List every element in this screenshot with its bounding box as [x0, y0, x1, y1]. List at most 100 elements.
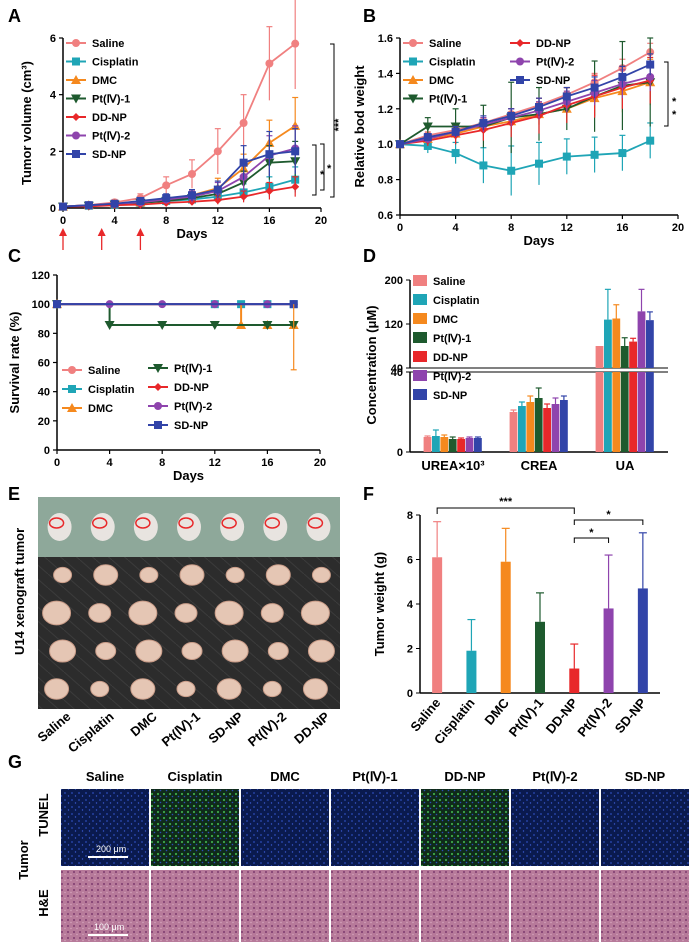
significance-bracket	[664, 61, 669, 127]
y-tick-label: 100	[32, 299, 50, 311]
data-point	[535, 103, 543, 112]
histology-tiles	[61, 789, 689, 942]
histology-column-labels: Saline Cisplatin DMC Pt(Ⅳ)-1 DD-NP Pt(Ⅳ)-2 SD-…	[86, 769, 666, 784]
data-point	[451, 149, 460, 158]
legend-marker	[516, 39, 524, 47]
y-tick-label: 120	[32, 270, 50, 282]
x-tick-label: 0	[397, 222, 403, 234]
legend-label-sd-np: SD-NP	[174, 420, 208, 432]
group-label-saline: Saline	[35, 709, 74, 745]
panel-letter-f: F	[363, 484, 374, 504]
series-line	[62, 160, 296, 208]
bar-dd-np	[569, 668, 580, 693]
x-tick-label: 12	[561, 222, 573, 234]
y-axis-title: Concentration (μM)	[364, 305, 379, 424]
data-point	[110, 199, 119, 208]
legend-label-ptiv-1: Pt(Ⅳ)-1	[174, 363, 212, 375]
legend-label-sd-np: SD-NP	[433, 390, 467, 402]
group-label-ptiv-2: Pt(Ⅳ)-2	[245, 709, 289, 750]
legend-marker	[72, 150, 80, 158]
legend-label-ptiv-2: Pt(Ⅳ)-2	[92, 131, 130, 143]
y-tick-label: 40	[38, 387, 50, 399]
he-image-cisplatin	[151, 870, 239, 942]
legend-marker	[154, 402, 162, 410]
legend-label-saline: Saline	[92, 38, 124, 50]
data-point	[422, 122, 433, 132]
bar-ptiv-1	[534, 398, 543, 452]
tumor-circle-marker	[135, 517, 151, 529]
legend-marker	[516, 76, 524, 84]
data-point	[265, 187, 274, 195]
column-label-dd-np: DD-NP	[444, 769, 485, 784]
tumor-circle-marker	[91, 517, 108, 529]
legend-label-dd-np: DD-NP	[174, 382, 209, 394]
legend-label-dd-np: DD-NP	[433, 352, 468, 364]
bar-lower-saline	[595, 372, 604, 452]
scale-bar-he-label: 100 μm	[94, 922, 124, 932]
data-point	[162, 194, 171, 203]
bar-sd-np	[646, 320, 654, 368]
he-image-dd-np	[421, 870, 509, 942]
dosing-arrowhead	[59, 228, 67, 236]
legend-marker	[67, 403, 77, 412]
bar-ptiv-1	[448, 439, 457, 452]
data-point	[209, 321, 220, 331]
he-image-saline	[61, 870, 149, 942]
legend-swatch-sd-np	[413, 389, 427, 400]
data-point	[535, 159, 543, 168]
bar-lower-dmc	[612, 372, 621, 452]
y-tick-label: 1.4	[378, 68, 394, 80]
tumor-specimen	[260, 603, 284, 623]
significance-star: *	[672, 96, 677, 108]
data-point	[239, 158, 248, 167]
bar-dd-np	[629, 341, 637, 368]
legend-label-saline: Saline	[429, 38, 461, 50]
data-point	[562, 92, 571, 101]
data-point	[213, 196, 222, 205]
y-tick-label: 40	[391, 367, 403, 379]
tumor-specimen	[174, 603, 198, 623]
legend-marker	[72, 57, 80, 66]
legend-label-ptiv-1: Pt(Ⅳ)-1	[92, 94, 130, 106]
legend-marker	[154, 383, 162, 391]
column-label-saline: Saline	[86, 769, 124, 784]
series-line	[399, 139, 651, 172]
tumor-specimen	[225, 566, 245, 584]
y-tick-label: 1.6	[378, 33, 393, 45]
significance-bracket	[320, 143, 325, 191]
tumor-specimen	[214, 600, 244, 626]
bar-dmc	[440, 437, 449, 452]
tumor-specimen	[176, 680, 196, 698]
category-label: SD-NP	[612, 695, 650, 736]
data-point	[265, 59, 274, 68]
data-point	[188, 170, 196, 178]
y-tick-label: 80	[38, 328, 50, 340]
tumor-specimen	[302, 678, 328, 700]
legend-marker	[408, 94, 418, 104]
x-tick-label: 4	[453, 222, 460, 234]
tumor-specimen	[307, 639, 335, 663]
tumor-circle-marker	[221, 517, 237, 529]
x-tick-label: 0	[54, 457, 60, 469]
data-point	[59, 202, 67, 211]
legend-label-dmc: DMC	[88, 403, 113, 415]
column-label-cisplatin: Cisplatin	[168, 769, 223, 784]
legend-marker	[72, 131, 80, 140]
legend-label-cisplatin: Cisplatin	[92, 57, 139, 69]
x-tick-label: 12	[209, 457, 221, 469]
significance-star: ***	[333, 118, 345, 132]
data-point	[646, 136, 655, 145]
bar-dmc	[612, 318, 621, 368]
legend-swatch-ptiv-2	[413, 370, 427, 381]
data-point	[396, 140, 404, 149]
significance-star: *	[606, 509, 611, 521]
bar-ptiv-2	[465, 438, 474, 452]
data-point	[53, 300, 61, 309]
tumor-specimen	[267, 642, 289, 660]
tumor-circle-marker	[178, 517, 194, 529]
series-line	[399, 79, 651, 146]
column-label-ptiv-1: Pt(Ⅳ)-1	[352, 769, 397, 784]
legend-label-ptiv-2: Pt(Ⅳ)-2	[433, 371, 471, 383]
